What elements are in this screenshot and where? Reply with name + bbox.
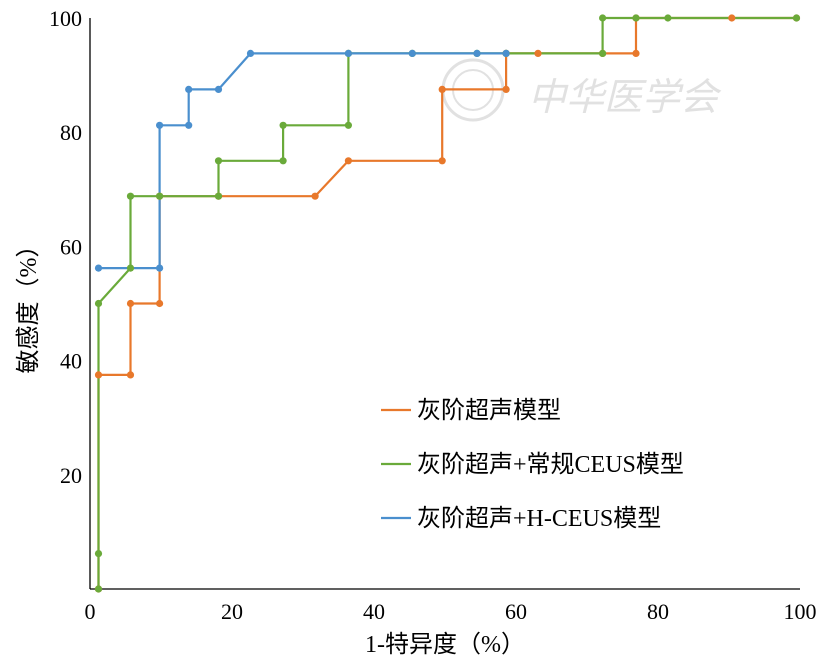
series-layer (94, 14, 801, 593)
y-axis-title: 敏感度（%） (15, 234, 42, 374)
watermark: 中华医学会 (441, 58, 722, 122)
legend-label: 灰阶超声+常规CEUS模型 (417, 451, 684, 478)
data-point (664, 14, 672, 22)
y-tick-label: 20 (60, 463, 82, 488)
x-tick-labels: 0 20 40 60 80 100 (85, 599, 817, 624)
data-point (156, 192, 164, 200)
data-point (94, 550, 103, 558)
data-point (156, 264, 164, 272)
data-point (344, 157, 352, 165)
series-line (97, 16, 797, 589)
axes (89, 18, 800, 590)
data-point (632, 14, 640, 22)
data-point (311, 192, 319, 200)
data-point (94, 264, 103, 272)
y-tick-labels: 20 40 60 80 100 (49, 6, 82, 488)
x-axis-title: 1-特异度（%） (365, 631, 525, 658)
y-tick-label: 100 (49, 6, 82, 31)
data-point (185, 121, 193, 129)
legend-label: 灰阶超声模型 (417, 397, 561, 424)
data-point (156, 121, 164, 129)
data-point (344, 49, 352, 58)
x-tick-label: 60 (505, 599, 527, 624)
x-tick-label: 0 (85, 599, 96, 624)
data-point (279, 157, 287, 165)
data-point (599, 49, 607, 58)
data-point (156, 299, 164, 308)
data-point (344, 121, 352, 129)
data-point (502, 85, 510, 93)
data-point (502, 49, 510, 58)
y-tick-label: 60 (60, 234, 82, 259)
x-tick-label: 40 (363, 599, 385, 624)
data-point (438, 85, 446, 93)
data-point (94, 585, 103, 593)
data-point (279, 121, 287, 129)
series-2 (97, 16, 797, 589)
data-point (792, 14, 801, 22)
x-tick-label: 100 (784, 599, 817, 624)
x-tick-label: 20 (221, 599, 243, 624)
data-point (126, 192, 135, 200)
y-tick-label: 80 (60, 120, 82, 145)
x-tick-label: 80 (647, 599, 669, 624)
series-2-points (94, 14, 801, 593)
series-3-points (94, 49, 510, 272)
data-point (214, 192, 223, 200)
data-point (438, 157, 446, 165)
data-point (728, 14, 736, 22)
data-point (126, 299, 135, 308)
data-point (94, 371, 103, 379)
data-point (126, 371, 135, 379)
data-point (632, 49, 640, 58)
data-point (246, 49, 255, 58)
y-tick-label: 40 (60, 349, 82, 374)
legend-label: 灰阶超声+H-CEUS模型 (417, 505, 661, 532)
data-point (126, 264, 135, 272)
data-point (408, 49, 416, 58)
data-point (94, 299, 103, 308)
data-point (599, 14, 607, 22)
data-point (214, 157, 223, 165)
data-point (214, 85, 223, 93)
data-point (185, 85, 193, 93)
watermark-text: 中华医学会 (528, 75, 722, 119)
data-point (473, 49, 481, 58)
data-point (534, 49, 542, 58)
